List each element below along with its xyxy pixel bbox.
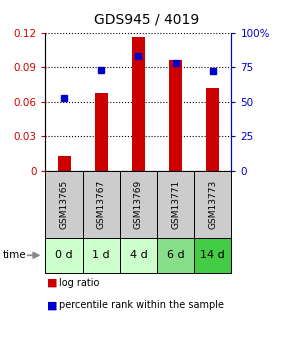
Text: ■: ■ [47, 278, 57, 288]
Text: ■: ■ [47, 300, 57, 310]
Text: percentile rank within the sample: percentile rank within the sample [59, 300, 224, 310]
Bar [57, 156, 71, 171]
Bar [95, 92, 108, 171]
Text: GDS945 / 4019: GDS945 / 4019 [94, 12, 199, 26]
Text: 1 d: 1 d [92, 250, 110, 260]
Text: GSM13771: GSM13771 [171, 180, 180, 229]
Bar [132, 37, 145, 171]
Text: 4 d: 4 d [130, 250, 147, 260]
Text: 0 d: 0 d [55, 250, 73, 260]
Text: GSM13765: GSM13765 [59, 180, 69, 229]
Text: time: time [3, 250, 27, 260]
Text: 6 d: 6 d [167, 250, 185, 260]
Text: GSM13767: GSM13767 [97, 180, 106, 229]
Bar [206, 88, 219, 171]
Text: GSM13773: GSM13773 [208, 180, 217, 229]
Text: log ratio: log ratio [59, 278, 99, 288]
Text: 14 d: 14 d [200, 250, 225, 260]
Text: GSM13769: GSM13769 [134, 180, 143, 229]
Bar [169, 60, 182, 171]
